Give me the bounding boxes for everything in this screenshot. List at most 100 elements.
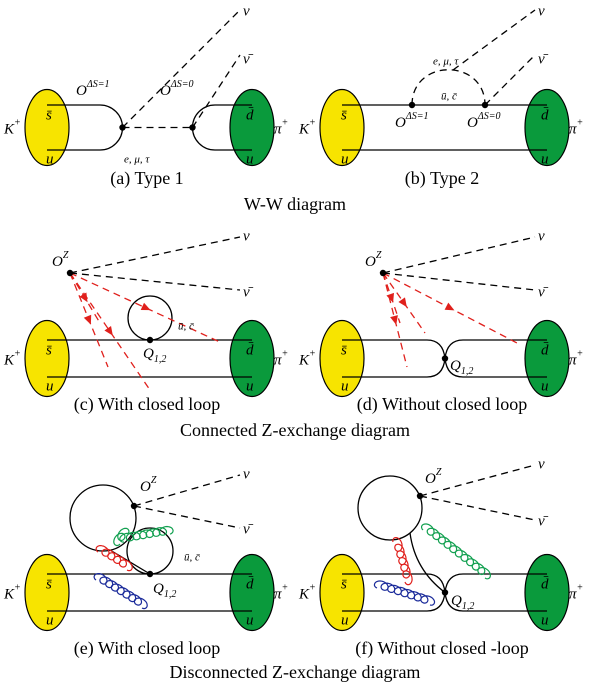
quark-label: s̄ [46, 107, 52, 123]
dashed-line [70, 237, 240, 273]
vertex [189, 124, 195, 130]
caption: (f) Without closed -loop [355, 638, 528, 659]
hadron-label-sup: + [14, 349, 21, 360]
dashed-line [485, 55, 535, 105]
q-label-sub: 1,2 [461, 366, 474, 377]
quark-label: d̄ [541, 107, 549, 123]
quark-loop [358, 476, 422, 540]
quark-label: u [541, 378, 549, 394]
hadron-label: K+ [298, 118, 316, 138]
loop-label: ū, c̄ [184, 552, 200, 564]
quark-label: s̄ [341, 342, 347, 358]
vertex-label-sup: ΔS=1 [405, 111, 429, 122]
vertex-label-sup: ΔS=1 [86, 79, 110, 90]
hadron-label: K+ [3, 118, 21, 138]
quark-label: d̄ [541, 576, 549, 592]
q-label: Q1,2 [143, 346, 166, 365]
lepton-label: e, μ, τ [124, 154, 150, 166]
vertex [119, 124, 125, 130]
q-label-base: Q [451, 593, 462, 609]
quark-line [410, 533, 445, 593]
z-label-sup: Z [151, 475, 157, 486]
quark-label: u [246, 612, 254, 628]
vertex [417, 493, 423, 499]
z-label-base: O [425, 471, 436, 487]
nubar-label: ν̄ [538, 51, 549, 67]
z-label-sup: Z [436, 467, 442, 478]
z-label: OZ [425, 467, 442, 487]
quark-label: s̄ [46, 576, 52, 592]
quark-label: u [541, 151, 549, 167]
quark-label: u [341, 151, 349, 167]
row-caption: Disconnected Z-exchange diagram [170, 662, 421, 682]
quark-label: u [46, 378, 54, 394]
hadron-label-sup: + [577, 349, 584, 360]
gluon [422, 524, 491, 579]
hadron-label: π+ [569, 583, 583, 603]
panel: K+π+s̄ud̄uOZQ1,2ū, c̄νν̄ [3, 466, 288, 630]
row-caption: Connected Z-exchange diagram [180, 420, 410, 440]
quark-label: u [46, 151, 54, 167]
z-label: OZ [52, 250, 69, 270]
dashed-line [123, 10, 241, 128]
arrow-head [141, 303, 153, 314]
q-label-base: Q [450, 358, 461, 374]
quark-label: d̄ [246, 107, 254, 123]
vertex [147, 571, 153, 577]
hadron-label-sup: + [309, 118, 316, 129]
z-label-base: O [365, 254, 376, 270]
nubar-label: ν̄ [243, 51, 254, 67]
vertex-label: OΔS=0 [467, 111, 500, 131]
dashed-line [134, 506, 240, 528]
vertex-label-base: O [160, 83, 171, 99]
quark-label: u [246, 378, 254, 394]
hadron-label-sup: + [14, 118, 21, 129]
z-label-base: O [140, 479, 151, 495]
z-label: OZ [365, 250, 382, 270]
nu-label: ν [538, 228, 545, 244]
vertex-label-base: O [76, 83, 87, 99]
hadron-label: π+ [569, 118, 583, 138]
q-label-sub: 1,2 [154, 354, 167, 365]
q-label-base: Q [153, 581, 164, 597]
vertex-label-base: O [467, 115, 478, 131]
dashed-line [70, 273, 240, 290]
q-label: Q1,2 [153, 581, 176, 600]
panel: K+π+s̄ud̄uOZQ1,2νν̄ [298, 228, 583, 396]
caption: (a) Type 1 [110, 168, 183, 189]
vertex-label-sup: ΔS=0 [170, 79, 194, 90]
caption: (b) Type 2 [405, 168, 479, 189]
vertex [131, 503, 137, 509]
quark-loop [70, 485, 136, 551]
nubar-label: ν̄ [538, 284, 549, 300]
hadron-label-sup: + [577, 118, 584, 129]
q-label-sub: 1,2 [462, 601, 475, 612]
dashed-line [383, 273, 535, 290]
arrow-head [445, 303, 457, 314]
loop-label: ū, c̄ [441, 91, 457, 103]
figure: K+π+s̄ud̄uOΔS=1OΔS=0e, μ, τνν̄K+π+s̄ud̄u… [0, 0, 590, 685]
caption: (d) Without closed loop [357, 394, 527, 415]
hadron-label-sup: + [14, 583, 21, 594]
vertex [409, 102, 415, 108]
panel: K+π+s̄ud̄uOZQ1,2νν̄ [298, 456, 583, 630]
quark-label: u [46, 612, 54, 628]
caption: (c) With closed loop [74, 394, 220, 415]
quark-label: s̄ [341, 107, 347, 123]
hadron-label: π+ [274, 583, 288, 603]
quark-label: d̄ [541, 342, 549, 358]
loop-label: ū, c̄ [178, 321, 194, 333]
quark-label: d̄ [246, 342, 254, 358]
nu-label: ν [538, 3, 545, 19]
vertex-label-base: O [395, 115, 406, 131]
hadron-label: K+ [3, 349, 21, 369]
vertex [67, 270, 73, 276]
nu-label: ν [243, 466, 250, 482]
nubar-label: ν̄ [243, 521, 254, 537]
vertex-label: OΔS=1 [395, 111, 428, 131]
quark-label: d̄ [246, 576, 254, 592]
hadron-label: π+ [274, 118, 288, 138]
hadron-label: K+ [298, 583, 316, 603]
